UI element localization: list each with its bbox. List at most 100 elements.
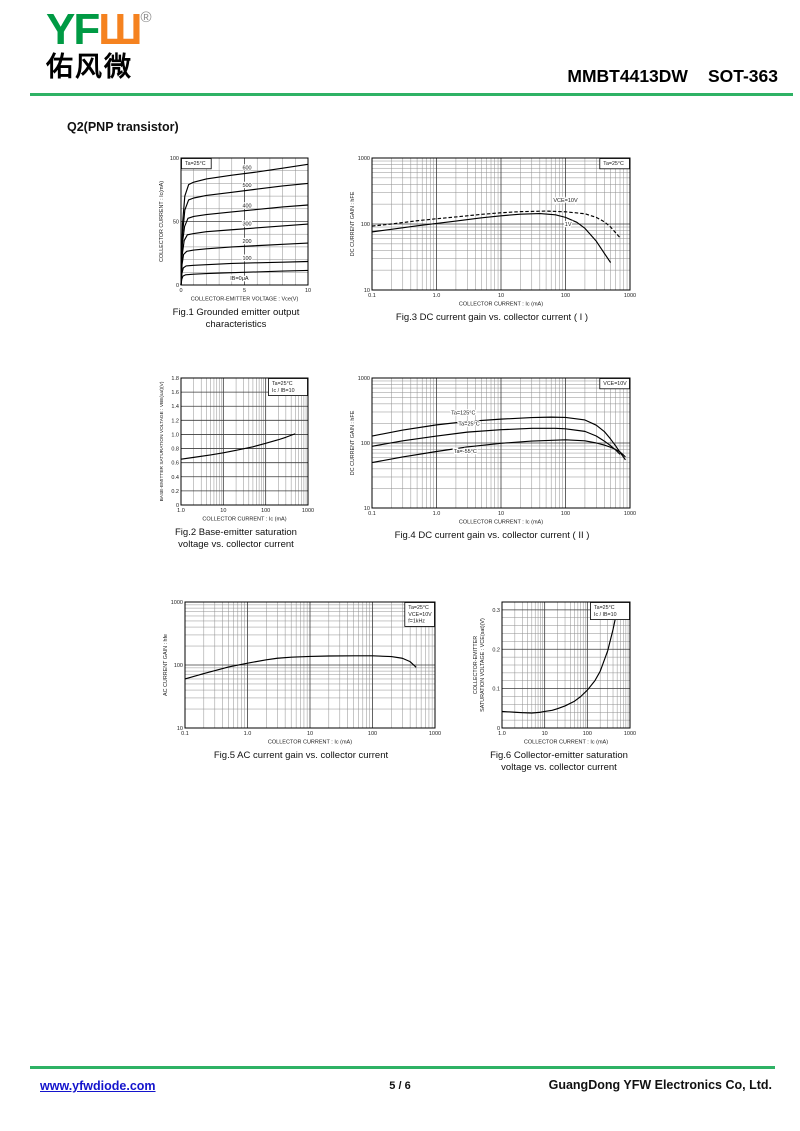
svg-text:1.0: 1.0 [433,293,441,299]
svg-text:5: 5 [243,288,246,294]
svg-text:VCE=10V: VCE=10V [603,381,627,387]
doc-title: MMBT4413DW SOT-363 [567,66,778,87]
svg-text:100: 100 [361,222,370,228]
svg-text:0.2: 0.2 [492,647,500,653]
svg-text:SATURATION VOLTAGE : VCE(sat)(: SATURATION VOLTAGE : VCE(sat)(V) [480,618,486,712]
svg-text:100: 100 [261,508,270,514]
svg-text:COLLECTOR CURRENT : Ic (mA): COLLECTOR CURRENT : Ic (mA) [459,520,543,526]
fig6-caption: Fig.6 Collector-emitter saturation volta… [490,750,628,773]
svg-text:10: 10 [177,726,183,732]
svg-text:IB=0μA: IB=0μA [230,276,249,282]
svg-text:1000: 1000 [624,731,636,737]
fig2-caption: Fig.2 Base-emitter saturation voltage vs… [175,527,297,550]
fig4-plot: 0.1 1.0 10 100 1000 10 100 1000 COLLECTOR CURREN… [340,370,644,526]
svg-text:400: 400 [242,204,251,210]
svg-text:50: 50 [173,220,179,226]
svg-text:100: 100 [561,511,570,517]
brand-logo-chinese: 佑风微 [46,52,133,82]
svg-text:Ta=25°C: Ta=25°C [408,605,429,611]
company-name: GuangDong YFW Electronics Co, Ltd. [548,1078,772,1092]
fig3-caption: Fig.3 DC current gain vs. collector curr… [395,312,589,323]
svg-text:Ta=25°C: Ta=25°C [185,161,206,167]
svg-text:VCE=10V: VCE=10V [408,612,432,618]
fig3-plot: 0.1 1.0 10 100 1000 10 100 1000 COLLECTOR CURREN… [340,150,644,308]
fig1-plot: 0 5 10 0 50 100 COLLECTOR-EMITTER VOLTAGE : Vc… [150,150,322,303]
svg-text:1.6: 1.6 [171,390,179,396]
registered-trademark-icon: ® [140,9,152,26]
svg-text:0.1: 0.1 [368,293,376,299]
svg-text:VCE=10V: VCE=10V [553,198,578,204]
svg-text:0.2: 0.2 [171,489,179,495]
svg-text:100: 100 [242,256,251,262]
svg-text:1V: 1V [565,222,572,228]
svg-text:100: 100 [583,731,592,737]
svg-text:600: 600 [242,165,251,171]
svg-text:10: 10 [364,288,370,294]
svg-text:0.1: 0.1 [492,687,500,693]
svg-text:0: 0 [497,726,500,732]
svg-text:Ic / IB=10: Ic / IB=10 [594,612,617,618]
svg-text:1000: 1000 [171,600,183,606]
fig6-plot: 1.0 10 100 1000 0 0.1 0.2 0.3 COLLECTOR CURRENT … [468,592,650,746]
svg-text:COLLECTOR CURRENT : Ic (mA): COLLECTOR CURRENT : Ic (mA) [524,740,608,746]
section-title: Q2(PNP transistor) [67,120,179,134]
fig1-caption: Fig.1 Grounded emitter output characteri… [172,307,300,330]
svg-text:Ic / IB=10: Ic / IB=10 [272,388,295,394]
svg-text:Ta=125°C: Ta=125°C [451,410,475,416]
logo-w-glyph: Ш [98,5,142,54]
header-rule [30,93,793,96]
svg-text:0.1: 0.1 [368,511,376,517]
svg-text:1000: 1000 [624,293,636,299]
svg-text:300: 300 [242,221,251,227]
svg-text:100: 100 [361,441,370,447]
svg-text:Ta=25°C: Ta=25°C [458,422,479,428]
svg-text:0.4: 0.4 [171,475,179,481]
brand-logo-mark: YFШ® [46,8,152,52]
fig1-grounded-emitter-output-chart: 0 5 10 0 50 100 COLLECTOR-EMITTER VOLTAGE : Vc… [150,150,322,331]
svg-text:Ta=25°C: Ta=25°C [603,161,624,167]
svg-text:500: 500 [242,183,251,189]
svg-text:Ta=-55°C: Ta=-55°C [454,449,477,455]
fig3-dc-current-gain-chart-1: 0.1 1.0 10 100 1000 10 100 1000 COLLECTOR CURREN… [340,150,644,324]
fig4-dc-current-gain-chart-2: 0.1 1.0 10 100 1000 10 100 1000 COLLECTOR CURREN… [340,370,644,542]
svg-text:10: 10 [542,731,548,737]
svg-text:f=1kHz: f=1kHz [408,619,425,625]
svg-text:1.0: 1.0 [177,508,185,514]
fig2-plot: 1.0 10 100 1000 0 0.2 0.4 0.6 0.8 1.0 1.2 1.4 1.6 1.8… [150,370,322,523]
fig5-plot: 0.1 1.0 10 100 1000 10 100 1000 COLLECTOR CURREN… [153,594,449,746]
website-link[interactable]: www.yfwdiode.com [40,1079,156,1093]
svg-text:10: 10 [307,731,313,737]
svg-text:1000: 1000 [429,731,441,737]
svg-text:10: 10 [305,288,311,294]
fig6-vce-saturation-chart: 1.0 10 100 1000 0 0.1 0.2 0.3 COLLECTOR CURRENT … [468,592,650,774]
svg-text:Ta=25°C: Ta=25°C [594,605,615,611]
svg-text:1.0: 1.0 [244,731,252,737]
brand-logo: YFШ® 佑风微 [46,8,152,81]
svg-text:Ta=25°C: Ta=25°C [272,381,293,387]
svg-text:AC CURRENT GAIN : hfe: AC CURRENT GAIN : hfe [163,634,169,696]
svg-text:1.8: 1.8 [171,376,179,382]
part-number: MMBT4413DW [567,66,688,86]
svg-text:COLLECTOR CURRENT : Ic (mA): COLLECTOR CURRENT : Ic (mA) [459,302,543,308]
svg-text:DC CURRENT GAIN : hFE: DC CURRENT GAIN : hFE [350,410,356,475]
svg-text:10: 10 [364,506,370,512]
svg-text:1.2: 1.2 [171,418,179,424]
svg-text:1.4: 1.4 [171,404,179,410]
fig4-caption: Fig.4 DC current gain vs. collector curr… [394,530,590,541]
svg-text:COLLECTOR-EMITTER VOLTAGE : V: COLLECTOR-EMITTER VOLTAGE : Vce(V) [191,297,299,303]
svg-text:0.6: 0.6 [171,461,179,467]
svg-text:1000: 1000 [624,511,636,517]
svg-text:10: 10 [220,508,226,514]
svg-text:1.0: 1.0 [171,432,179,438]
svg-text:0.3: 0.3 [492,608,500,614]
svg-text:100: 100 [174,663,183,669]
fig5-ac-current-gain-chart: 0.1 1.0 10 100 1000 10 100 1000 COLLECTOR CURREN… [153,594,449,762]
svg-text:1.0: 1.0 [498,731,506,737]
svg-text:DC CURRENT GAIN : hFE: DC CURRENT GAIN : hFE [350,191,356,256]
svg-text:100: 100 [170,156,179,162]
svg-text:0.1: 0.1 [181,731,189,737]
svg-text:0.8: 0.8 [171,447,179,453]
svg-text:0: 0 [176,503,179,509]
svg-text:10: 10 [498,293,504,299]
